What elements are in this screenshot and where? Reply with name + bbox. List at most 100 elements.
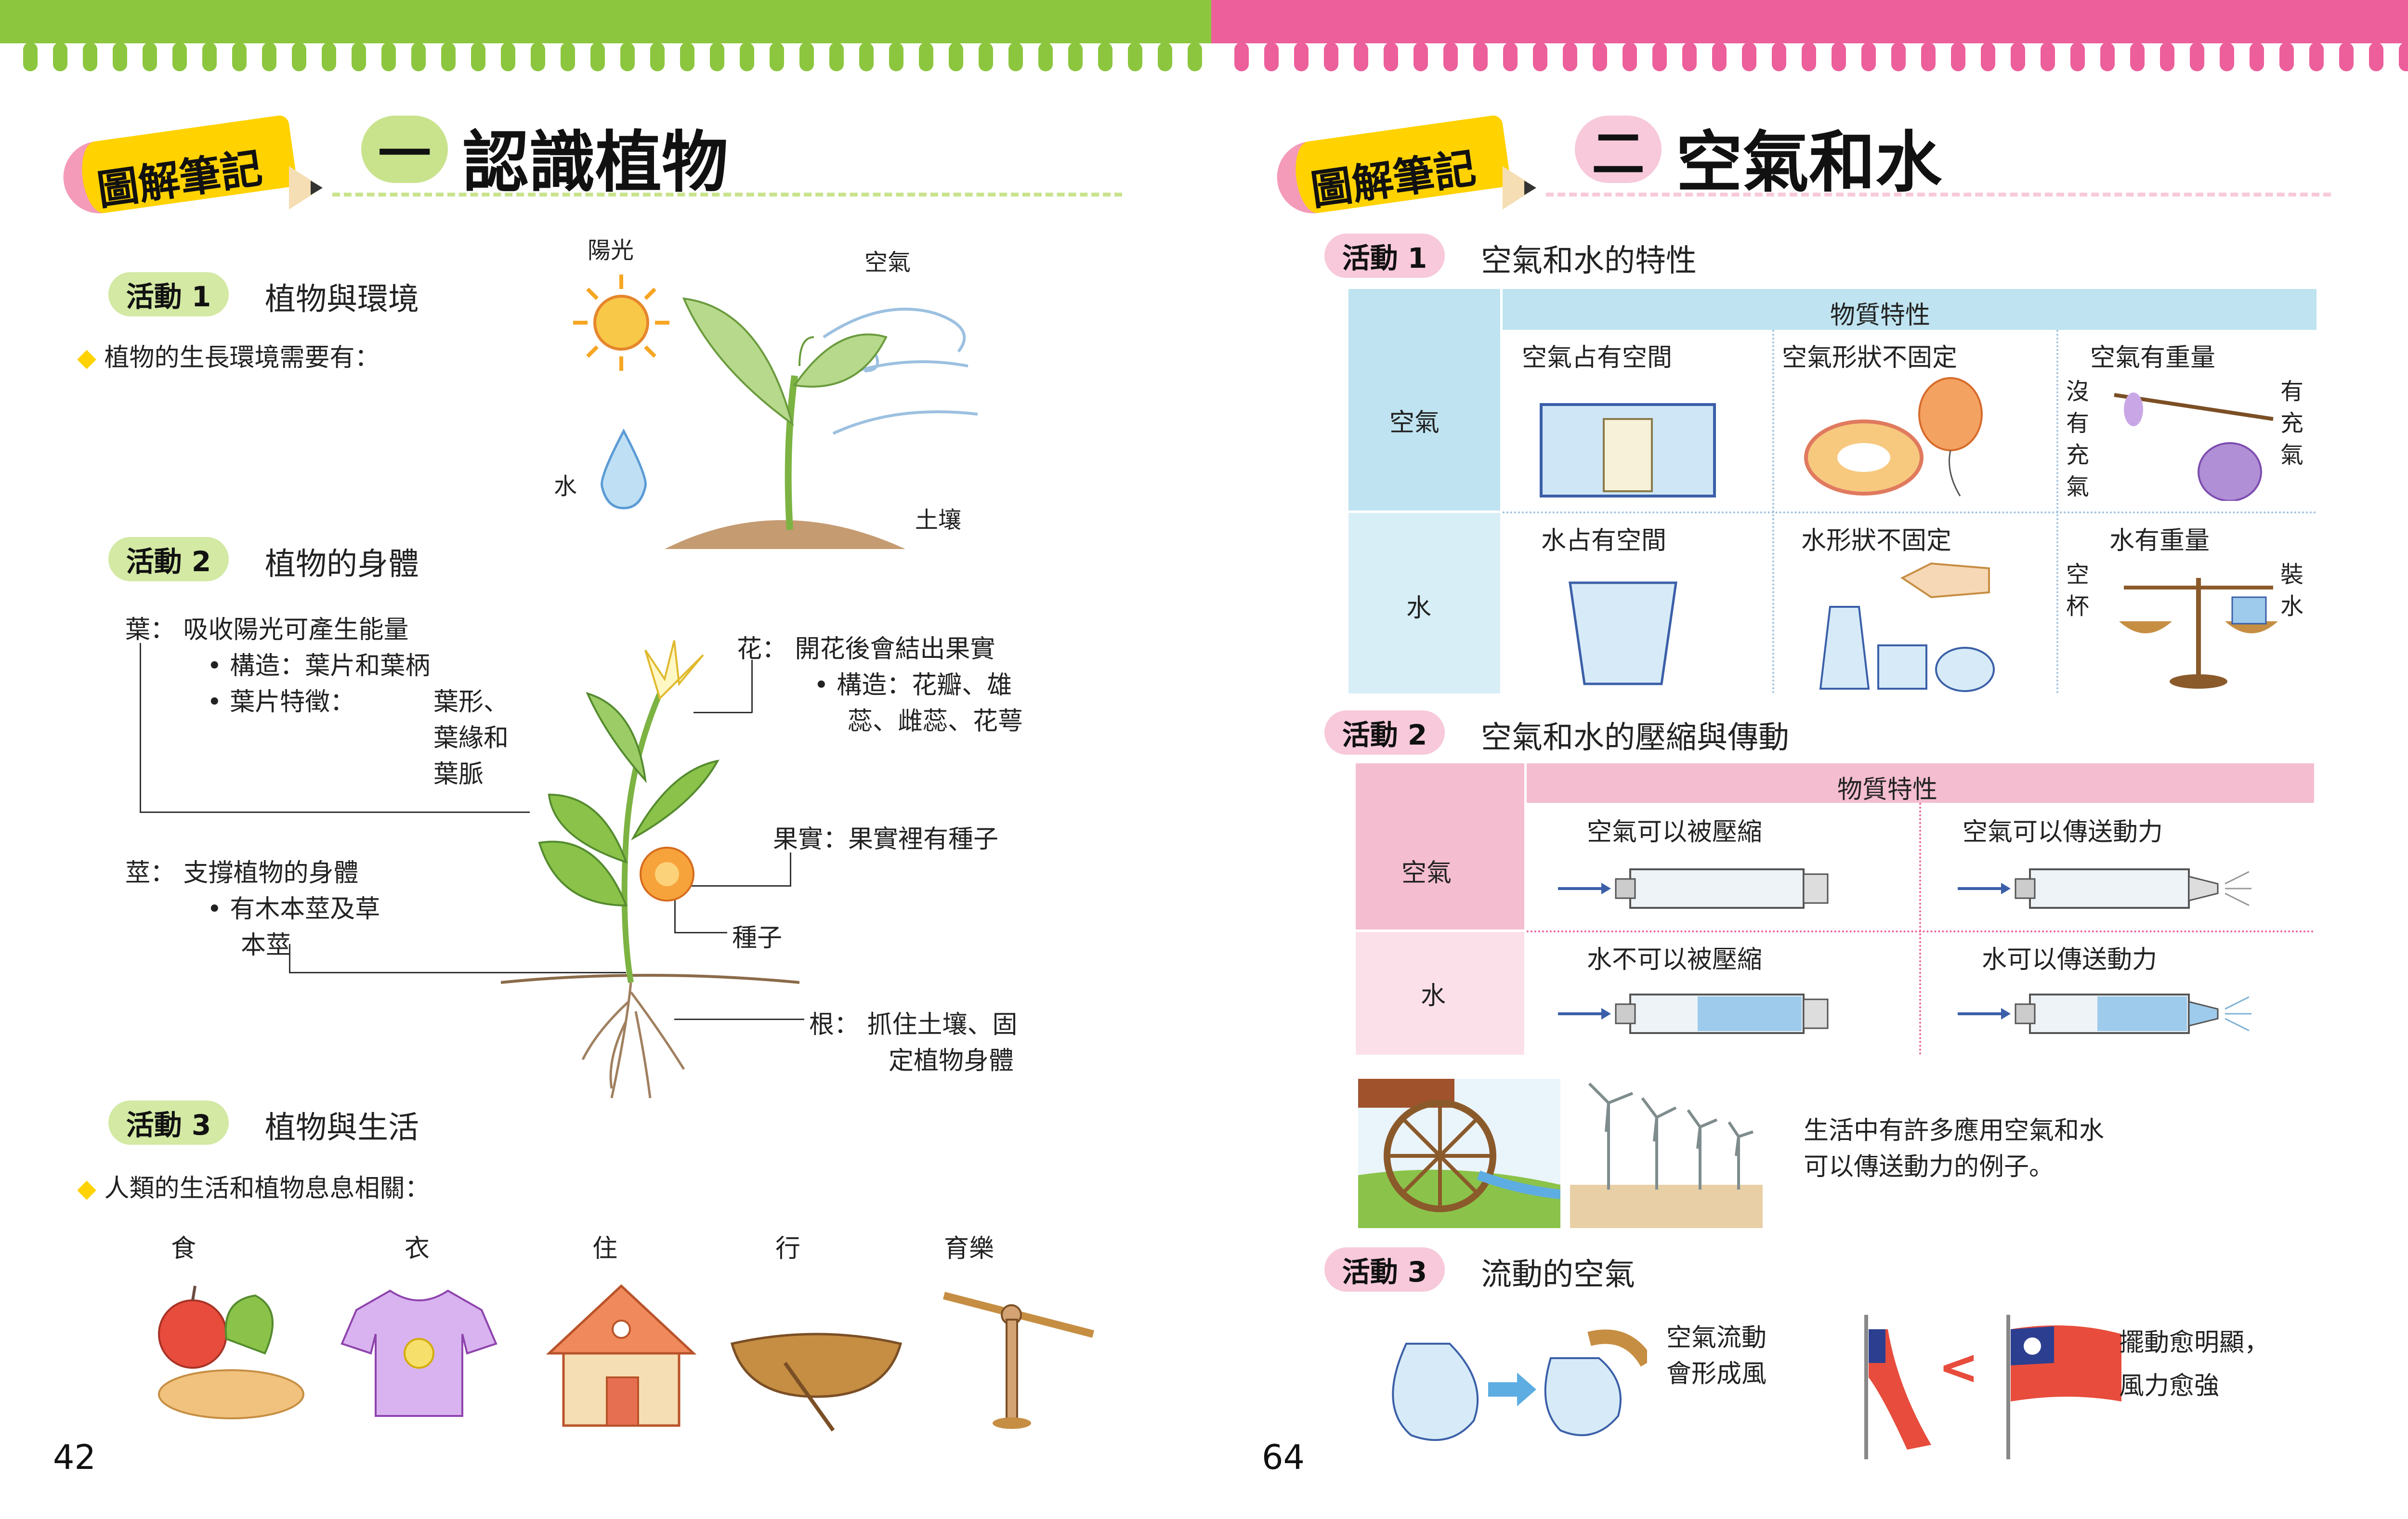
leader-line	[674, 885, 676, 933]
activity-title: 空氣和水的特性	[1481, 243, 1697, 279]
activity-title: 植物與生活	[265, 1110, 419, 1146]
chapter-title: 空氣和水	[1676, 124, 1942, 201]
food-icon	[158, 1285, 304, 1419]
glass-icon	[1569, 581, 1677, 685]
cell-water-compress: 水不可以被壓縮	[1587, 945, 1763, 974]
activity-chip: 活動 3	[1324, 1247, 1445, 1292]
syringe-air-push-icon	[1958, 868, 2251, 909]
chapter-title: 認識植物	[462, 124, 729, 201]
flag-caption: 擺動愈明顯，	[2119, 1328, 2270, 1357]
label-water: 水	[554, 473, 577, 500]
row-label-air: 空氣	[1401, 859, 1452, 888]
house-icon	[546, 1284, 697, 1427]
activity-title: 植物的身體	[265, 547, 419, 582]
pencil-tip	[1503, 166, 1536, 210]
flower-structure-2: 蕊、雌蕊、花萼	[848, 707, 1023, 736]
flower-label: 花： 開花後會結出果實	[737, 635, 995, 664]
cell-water-space: 水占有空間	[1541, 526, 1667, 555]
leader-line	[289, 944, 290, 973]
leader-line	[140, 812, 530, 813]
activity-title: 流動的空氣	[1481, 1257, 1635, 1293]
activity-chip: 活動 1	[108, 272, 229, 316]
flower-structure: • 構造：花瓣、雄	[814, 671, 1012, 700]
fruit-label: 果實：果實裡有種子	[773, 825, 999, 854]
life-item-transport: 行	[775, 1234, 801, 1263]
activity-title: 空氣和水的壓縮與傳動	[1481, 720, 1789, 756]
notes-tag: 圖解筆記	[58, 114, 298, 218]
balance-balloon-icon	[2114, 393, 2274, 501]
float-ring-icon	[1804, 377, 1983, 497]
property-table-1: 物質特性 空氣 水 空氣占有空間 空氣形狀不固定 空氣有重量 沒有充氣 有充氣 …	[1348, 289, 2316, 694]
cell-air-transmit: 空氣可以傳送動力	[1963, 818, 2163, 847]
leader-line	[140, 643, 141, 812]
label-air: 空氣	[864, 249, 911, 276]
wind-text-2: 會形成風	[1666, 1360, 1767, 1388]
cell-water-shape: 水形狀不固定	[1801, 526, 1952, 555]
syringe-water-icon	[1558, 994, 1829, 1034]
air-bag-icon	[1392, 1329, 1647, 1441]
leaf-vein: 葉脈	[433, 760, 484, 789]
page-number: 42	[53, 1438, 96, 1477]
leader-line	[751, 660, 753, 713]
life-item-food: 食	[171, 1234, 196, 1263]
scallop-green	[23, 42, 1202, 71]
leaf-shape: 葉形、	[433, 688, 509, 717]
cell-air-compress: 空氣可以被壓縮	[1587, 818, 1763, 847]
activity-chip: 活動 1	[1324, 234, 1445, 278]
stem-types: • 有木本莖及草	[207, 895, 380, 924]
water-drop-icon	[601, 429, 647, 510]
heading-underline	[1546, 193, 2331, 196]
flag-limp-icon	[1864, 1315, 1931, 1459]
chapter-number: 二	[1575, 116, 1662, 185]
label-empty-cup: 空杯	[2066, 561, 2090, 620]
column-divider	[1919, 803, 1921, 1055]
pouring-water-icon	[1819, 562, 1995, 692]
activity-chip: 活動 3	[108, 1100, 229, 1145]
bullet-text: ◆ 植物的生長環境需要有：	[77, 343, 380, 372]
table-header-label: 物質特性	[1837, 775, 1938, 804]
root-desc-2: 定植物身體	[889, 1047, 1014, 1075]
cell-air-weight: 空氣有重量	[2090, 343, 2216, 372]
cell-water-transmit: 水可以傳送動力	[1982, 945, 2158, 974]
boat-icon	[730, 1333, 903, 1432]
leaf-structure: • 構造：葉片和葉柄	[207, 652, 431, 681]
cell-air-space: 空氣占有空間	[1522, 343, 1673, 372]
label-no-air: 沒有充氣	[2066, 378, 2090, 500]
seesaw-icon	[943, 1292, 1094, 1429]
page-number: 64	[1262, 1438, 1305, 1477]
leaf-feature: • 葉片特徵：	[207, 688, 355, 717]
table-header	[1527, 763, 2314, 803]
compare-sign: <	[1938, 1339, 1979, 1395]
activity-chip: 活動 2	[1324, 710, 1445, 755]
life-item-clothing: 衣	[405, 1234, 430, 1263]
row-label-air: 空氣	[1389, 408, 1440, 437]
cell-water-weight: 水有重量	[2109, 526, 2210, 555]
shirt-icon	[340, 1289, 497, 1417]
syringe-air-icon	[1558, 868, 1829, 909]
top-bar-pink	[1211, 0, 2408, 43]
life-item-housing: 住	[592, 1234, 618, 1263]
flag-caption-2: 風力愈強	[2119, 1372, 2220, 1401]
row-label-water: 水	[1406, 594, 1432, 623]
label-sunlight: 陽光	[588, 237, 634, 264]
top-bar-green	[0, 0, 1211, 43]
property-table-2: 物質特性 空氣 水 空氣可以被壓縮 空氣可以傳送動力 水不可以被壓縮 水可以傳送…	[1356, 763, 2314, 1055]
balance-scale-icon	[2119, 578, 2278, 689]
example-caption-2: 可以傳送動力的例子。	[1804, 1152, 2055, 1181]
row-header	[1348, 289, 1500, 511]
leaf-margin: 葉緣和	[433, 724, 509, 753]
table-header	[1503, 289, 2316, 330]
leaf-label: 葉： 吸收陽光可產生能量	[125, 615, 409, 644]
pencil-tip	[289, 166, 323, 210]
leader-line	[790, 852, 791, 886]
leader-line	[674, 885, 791, 887]
bullet-text: ◆ 人類的生活和植物息息相關：	[77, 1174, 430, 1203]
wind-turbines-icon	[1570, 1082, 1763, 1228]
life-item-recreation: 育樂	[944, 1234, 995, 1263]
leader-line	[674, 932, 727, 933]
plant-icon	[665, 297, 905, 549]
flowering-plant-icon	[501, 640, 799, 1099]
example-caption: 生活中有許多應用空氣和水	[1804, 1116, 2105, 1145]
label-has-air: 有充氣	[2280, 378, 2304, 469]
